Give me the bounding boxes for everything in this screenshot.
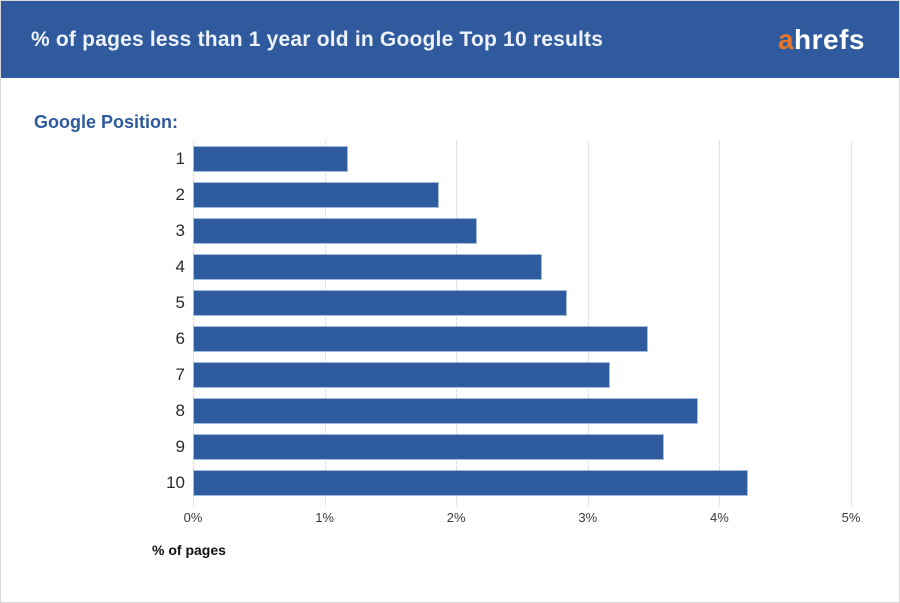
x-tick-label: 3% (578, 510, 598, 525)
bar-track (193, 321, 851, 357)
bar-track (193, 141, 851, 177)
x-axis-label: % of pages (152, 542, 226, 558)
bar-row: 9 (131, 429, 851, 465)
bar-row: 1 (131, 141, 851, 177)
bar (193, 398, 699, 424)
position-label: 10 (166, 473, 185, 492)
bar-track (193, 285, 851, 321)
header-banner: % of pages less than 1 year old in Googl… (1, 1, 899, 78)
bar (193, 254, 542, 280)
x-tick-label: 5% (841, 510, 861, 525)
bar (193, 434, 665, 460)
bar-track (193, 393, 851, 429)
bar (193, 470, 749, 496)
ahrefs-logo-accent: a (777, 23, 795, 55)
bar (193, 362, 611, 388)
x-axis-ticks: 0% 1% 2% 3% 4% 5% (184, 510, 861, 530)
bar-row: 3 (131, 213, 851, 249)
bar (193, 326, 649, 352)
ahrefs-logo: ahrefs (778, 24, 865, 56)
bar-row: 10 (131, 465, 851, 501)
bar (193, 146, 349, 172)
bar-row: 2 (131, 177, 851, 213)
x-tick-label: 1% (315, 510, 334, 525)
bar-track (193, 429, 851, 465)
position-label: 6 (175, 329, 185, 348)
bar-row: 8 (131, 393, 851, 429)
position-label: 1 (175, 149, 185, 168)
gridline (324, 141, 326, 506)
position-label: 8 (175, 401, 185, 420)
gridline (456, 141, 458, 506)
bar-track (193, 177, 851, 213)
gridline (851, 141, 852, 506)
position-label: 7 (175, 365, 185, 384)
y-axis-group-label: Google Position: (34, 112, 178, 132)
bar (193, 182, 440, 208)
bar (193, 218, 478, 244)
bar-track (193, 357, 851, 393)
ahrefs-logo-text: hrefs (794, 23, 865, 55)
bar-track (193, 213, 851, 249)
bar-row: 5 (131, 285, 851, 321)
position-label: 9 (175, 437, 185, 456)
bar-track (193, 249, 851, 285)
gridlines (193, 141, 852, 506)
position-label: 3 (175, 221, 185, 240)
x-tick-label: 2% (446, 510, 466, 525)
x-tick-label: 0% (183, 510, 203, 525)
x-tick-label: 4% (709, 510, 729, 525)
gridline (193, 141, 194, 506)
chart-title: % of pages less than 1 year old in Googl… (31, 27, 604, 51)
gridline (719, 141, 721, 506)
position-label: 5 (175, 293, 185, 312)
bar (193, 290, 567, 316)
bar-track (193, 465, 851, 501)
bar-row: 4 (131, 249, 851, 285)
bar-rows: 1 2 3 4 5 6 7 (131, 141, 851, 501)
position-label: 2 (175, 185, 185, 204)
bar-row: 7 (131, 357, 851, 393)
gridline (587, 141, 589, 506)
bar-row: 6 (131, 321, 851, 357)
position-label: 4 (175, 257, 185, 276)
